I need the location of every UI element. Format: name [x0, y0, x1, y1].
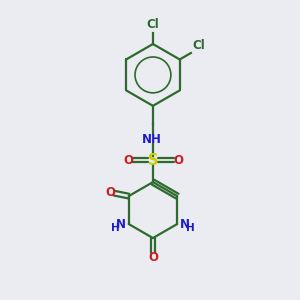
Text: H: H: [186, 223, 195, 232]
Text: O: O: [148, 251, 158, 264]
Text: NH: NH: [142, 133, 161, 146]
Text: O: O: [173, 154, 183, 166]
Text: N: N: [116, 218, 126, 231]
Text: O: O: [105, 186, 115, 199]
Text: S: S: [148, 152, 158, 167]
Text: Cl: Cl: [192, 39, 205, 52]
Text: Cl: Cl: [147, 18, 159, 31]
Text: O: O: [123, 154, 133, 166]
Text: N: N: [180, 218, 190, 231]
Text: H: H: [111, 223, 120, 232]
